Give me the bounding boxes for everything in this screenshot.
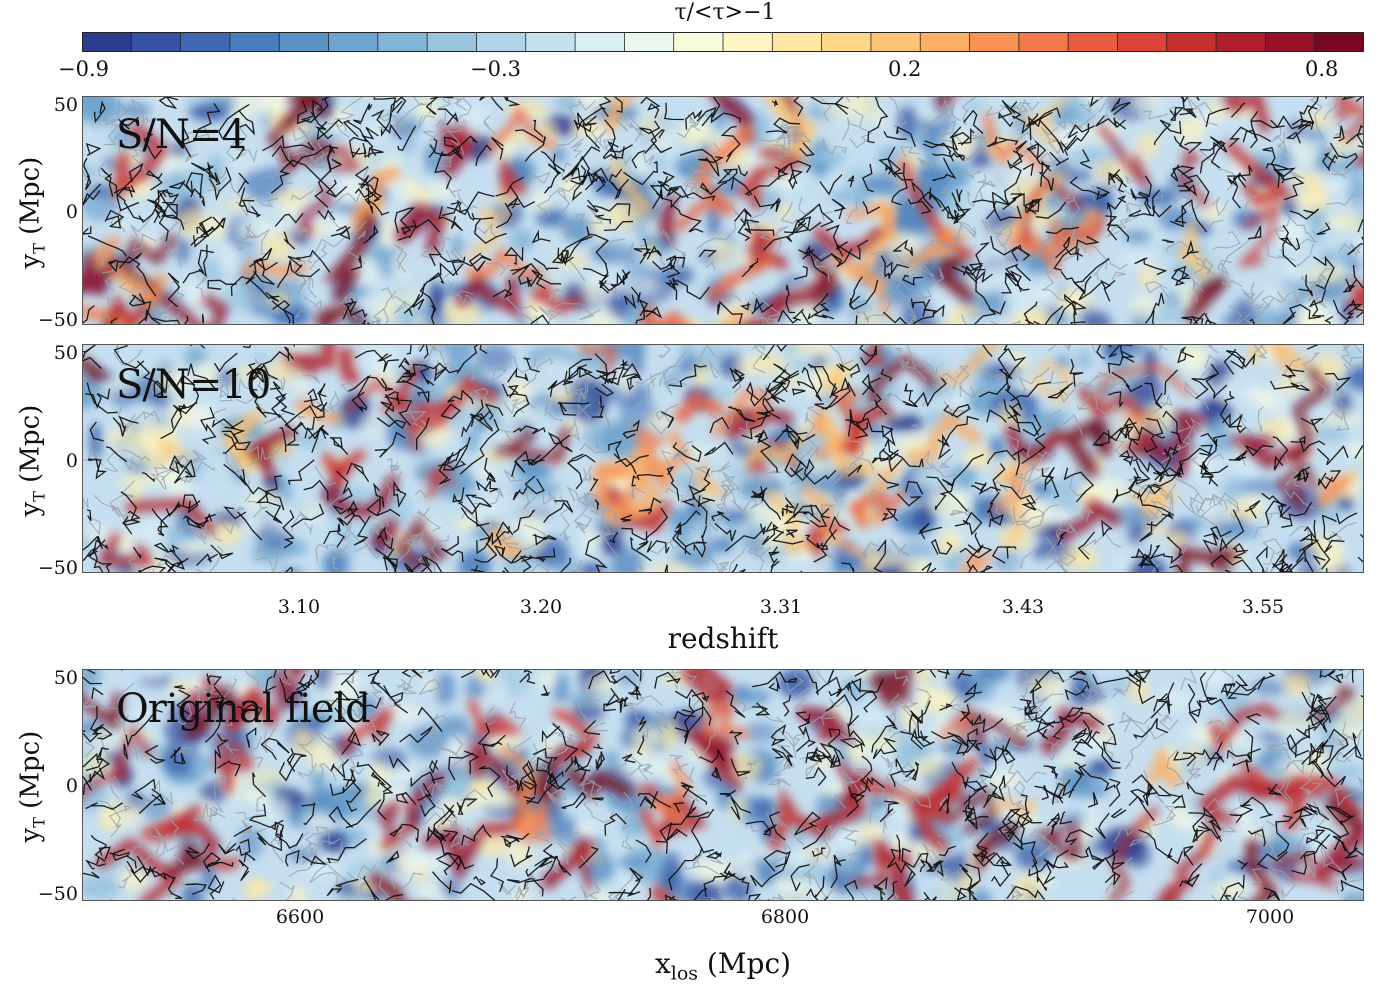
ytick-p2-top: 50	[53, 342, 78, 364]
ytick-p3-mid: 0	[65, 775, 78, 797]
xlos-axis-label: xlos (Mpc)	[654, 947, 792, 985]
ylabel-p2: yT (Mpc)	[15, 404, 49, 517]
colorbar-block	[673, 31, 724, 53]
ytick-p3-top: 50	[53, 667, 78, 689]
colorbar-block	[969, 31, 1020, 53]
colorbar-block	[574, 31, 626, 53]
colorbar-block	[426, 31, 478, 53]
ylabel-p3: yT (Mpc)	[15, 730, 49, 843]
colorbar-block	[229, 31, 281, 53]
colorbar-title: τ/<τ>−1	[674, 0, 776, 25]
colorbar-block	[328, 31, 379, 53]
colorbar-block	[1117, 31, 1168, 53]
colorbar-block	[919, 31, 971, 53]
colorbar-block	[1166, 31, 1217, 53]
colorbar-tick-2: −0.3	[470, 57, 521, 81]
colorbar-block	[525, 31, 576, 53]
colorbar-block	[377, 31, 429, 53]
density-field	[83, 670, 1363, 900]
ytick-p1-top: 50	[53, 94, 78, 116]
ytick-p1-bottom: −50	[37, 309, 78, 331]
redshift-axis-label: redshift	[667, 622, 779, 655]
colorbar-tick-3: 0.2	[888, 57, 922, 81]
colorbar-block	[722, 31, 774, 53]
redshift-tick-5: 3.55	[1241, 596, 1285, 618]
redshift-tick-2: 3.20	[519, 596, 563, 618]
heatmap-panel-sn10: S/N=10	[82, 344, 1364, 573]
colorbar-block	[623, 31, 675, 53]
colorbar-tick-4: 0.8	[1305, 57, 1339, 81]
colorbar-block	[180, 31, 231, 53]
colorbar-block	[1314, 31, 1365, 53]
colorbar-gradient	[81, 31, 1365, 53]
ytick-p3-bottom: −50	[37, 883, 78, 905]
ytick-p1-mid: 0	[65, 201, 78, 223]
colorbar-tick-1: −0.9	[58, 57, 109, 81]
ylabel-p1: yT (Mpc)	[15, 156, 49, 269]
colorbar	[81, 31, 1365, 53]
colorbar-block	[771, 31, 823, 53]
colorbar-block	[1067, 31, 1119, 53]
xlos-tick-2: 6800	[760, 906, 810, 928]
colorbar-frame	[82, 32, 1364, 52]
colorbar-block	[870, 31, 922, 53]
colorbar-block	[1215, 31, 1267, 53]
xlos-tick-1: 6600	[275, 906, 325, 928]
colorbar-block	[821, 31, 872, 53]
density-field	[83, 97, 1363, 324]
colorbar-block	[1264, 31, 1316, 53]
colorbar-block	[130, 31, 182, 53]
redshift-tick-1: 3.10	[277, 596, 321, 618]
density-field	[83, 345, 1363, 572]
redshift-tick-3: 3.31	[759, 596, 803, 618]
xlos-tick-3: 7000	[1245, 906, 1295, 928]
redshift-tick-4: 3.43	[1001, 596, 1045, 618]
colorbar-block	[278, 31, 330, 53]
ytick-p2-mid: 0	[65, 450, 78, 472]
heatmap-panel-original: Original field	[82, 669, 1364, 901]
ytick-p2-bottom: −50	[37, 557, 78, 579]
colorbar-block	[1018, 31, 1070, 53]
colorbar-block	[476, 31, 527, 53]
heatmap-panel-sn4: S/N=4	[82, 96, 1364, 325]
colorbar-block	[81, 31, 133, 53]
